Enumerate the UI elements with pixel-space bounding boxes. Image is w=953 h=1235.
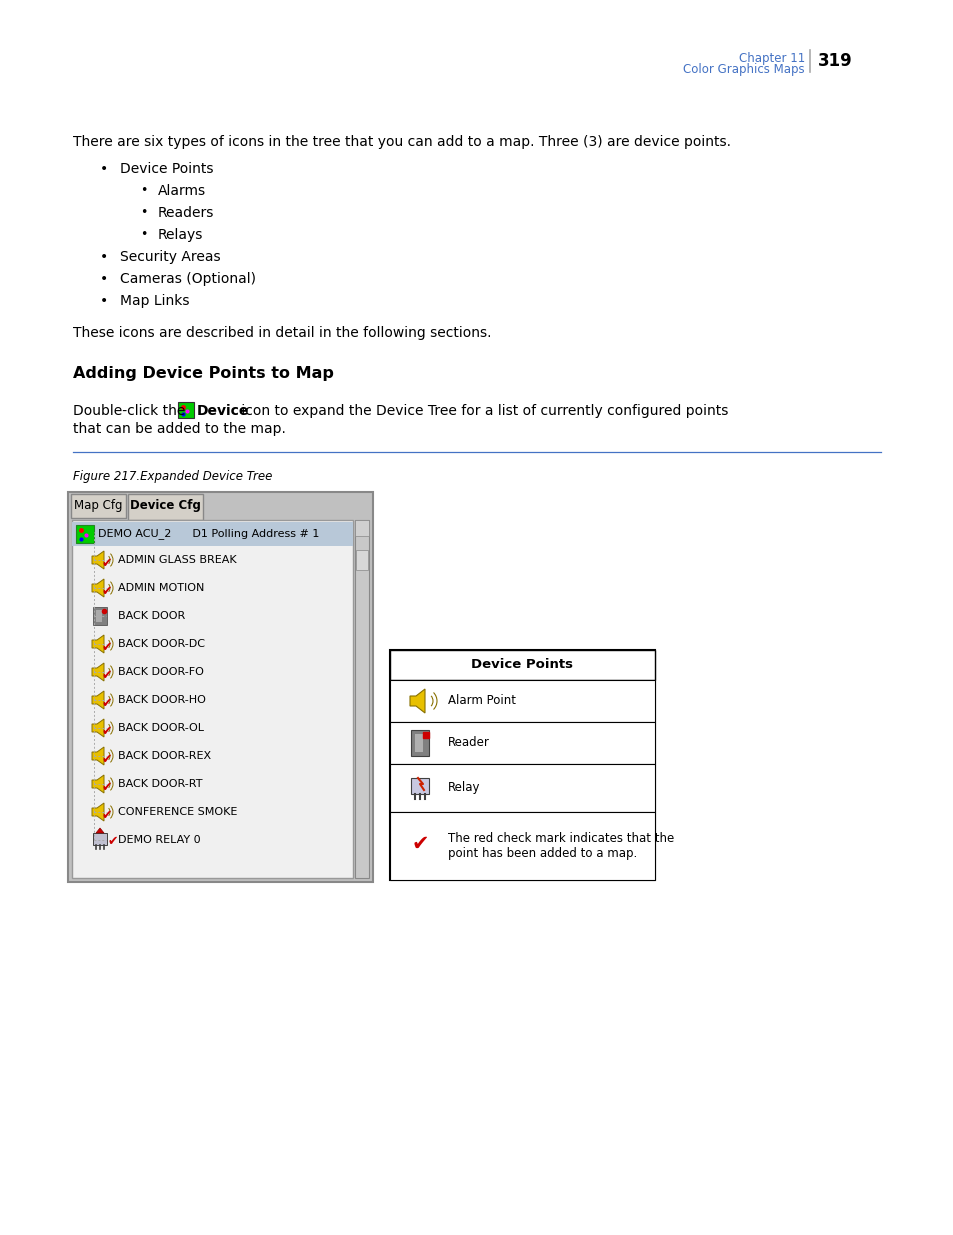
Text: ✔: ✔ xyxy=(102,697,112,710)
Bar xyxy=(178,403,193,417)
Bar xyxy=(411,730,429,756)
Text: BACK DOOR-FO: BACK DOOR-FO xyxy=(118,667,204,677)
Text: Device Cfg: Device Cfg xyxy=(130,499,201,513)
Text: Double-click the: Double-click the xyxy=(73,404,190,417)
Text: that can be added to the map.: that can be added to the map. xyxy=(73,422,286,436)
Text: Security Areas: Security Areas xyxy=(120,249,220,264)
Bar xyxy=(355,550,368,571)
Polygon shape xyxy=(91,747,104,764)
Text: There are six types of icons in the tree that you can add to a map. Three (3) ar: There are six types of icons in the tree… xyxy=(73,135,730,149)
Text: ✔: ✔ xyxy=(102,781,112,794)
Text: Device: Device xyxy=(196,404,249,417)
Text: Map Links: Map Links xyxy=(120,294,190,308)
Bar xyxy=(390,680,655,722)
Text: ✔: ✔ xyxy=(102,753,112,766)
Bar xyxy=(390,722,655,764)
Bar xyxy=(390,764,655,811)
Text: BACK DOOR-HO: BACK DOOR-HO xyxy=(118,695,206,705)
Text: BACK DOOR-REX: BACK DOOR-REX xyxy=(118,751,211,761)
Text: Chapter 11: Chapter 11 xyxy=(738,52,804,65)
Bar xyxy=(390,811,655,881)
Text: ✔: ✔ xyxy=(108,835,118,848)
Polygon shape xyxy=(91,776,104,793)
Polygon shape xyxy=(91,579,104,597)
Polygon shape xyxy=(91,803,104,821)
Text: Readers: Readers xyxy=(158,206,214,220)
Text: Reader: Reader xyxy=(448,736,489,750)
Text: Device Points: Device Points xyxy=(120,162,213,177)
Text: Cameras (Optional): Cameras (Optional) xyxy=(120,272,255,287)
Text: ✔: ✔ xyxy=(102,585,112,598)
Bar xyxy=(96,610,102,622)
Text: Device Points: Device Points xyxy=(471,658,573,672)
Bar xyxy=(71,494,126,517)
Bar xyxy=(355,520,369,878)
Text: These icons are described in detail in the following sections.: These icons are described in detail in t… xyxy=(73,326,491,340)
Text: BACK DOOR: BACK DOOR xyxy=(118,611,185,621)
Bar xyxy=(128,494,203,520)
Text: •: • xyxy=(140,206,147,219)
Text: DEMO RELAY 0: DEMO RELAY 0 xyxy=(118,835,200,845)
Text: ✔: ✔ xyxy=(102,557,112,571)
Polygon shape xyxy=(96,827,104,832)
Text: •: • xyxy=(100,162,108,177)
Text: DEMO ACU_2      D1 Polling Address # 1: DEMO ACU_2 D1 Polling Address # 1 xyxy=(98,529,319,540)
Bar xyxy=(390,650,655,881)
Bar xyxy=(355,520,369,536)
Bar xyxy=(71,522,353,546)
Text: Alarm Point: Alarm Point xyxy=(448,694,516,708)
Text: •: • xyxy=(140,228,147,241)
Bar xyxy=(390,650,655,680)
Text: Adding Device Points to Map: Adding Device Points to Map xyxy=(73,366,334,382)
Text: ✔: ✔ xyxy=(411,834,428,853)
Text: BACK DOOR-RT: BACK DOOR-RT xyxy=(118,779,202,789)
Text: Alarms: Alarms xyxy=(158,184,206,198)
Polygon shape xyxy=(91,719,104,737)
Bar xyxy=(76,525,94,543)
Text: CONFERENCE SMOKE: CONFERENCE SMOKE xyxy=(118,806,237,818)
Text: icon to expand the Device Tree for a list of currently configured points: icon to expand the Device Tree for a lis… xyxy=(236,404,727,417)
Bar xyxy=(71,520,353,878)
Text: ADMIN GLASS BREAK: ADMIN GLASS BREAK xyxy=(118,555,236,564)
Bar xyxy=(411,778,429,794)
Text: The red check mark indicates that the
point has been added to a map.: The red check mark indicates that the po… xyxy=(448,832,674,860)
Text: 319: 319 xyxy=(817,52,852,70)
Text: ✔: ✔ xyxy=(102,669,112,682)
Polygon shape xyxy=(91,551,104,569)
Text: Map Cfg: Map Cfg xyxy=(74,499,123,513)
Text: BACK DOOR-DC: BACK DOOR-DC xyxy=(118,638,205,650)
Text: BACK DOOR-OL: BACK DOOR-OL xyxy=(118,722,204,734)
Text: Color Graphics Maps: Color Graphics Maps xyxy=(682,63,804,77)
Bar xyxy=(415,734,422,752)
Text: •: • xyxy=(100,249,108,264)
Text: •: • xyxy=(100,272,108,287)
Polygon shape xyxy=(410,689,424,713)
Text: Relay: Relay xyxy=(448,782,480,794)
Bar xyxy=(92,606,107,625)
Bar xyxy=(92,832,107,845)
Text: ✔: ✔ xyxy=(102,809,112,823)
Text: ADMIN MOTION: ADMIN MOTION xyxy=(118,583,204,593)
Polygon shape xyxy=(91,663,104,680)
Text: Relays: Relays xyxy=(158,228,203,242)
Text: •: • xyxy=(100,294,108,308)
Polygon shape xyxy=(91,692,104,709)
Text: •: • xyxy=(140,184,147,198)
Bar xyxy=(68,492,373,882)
Text: Figure 217.Expanded Device Tree: Figure 217.Expanded Device Tree xyxy=(73,471,273,483)
Text: ✔: ✔ xyxy=(102,641,112,655)
Text: ✔: ✔ xyxy=(102,725,112,739)
Polygon shape xyxy=(91,635,104,653)
